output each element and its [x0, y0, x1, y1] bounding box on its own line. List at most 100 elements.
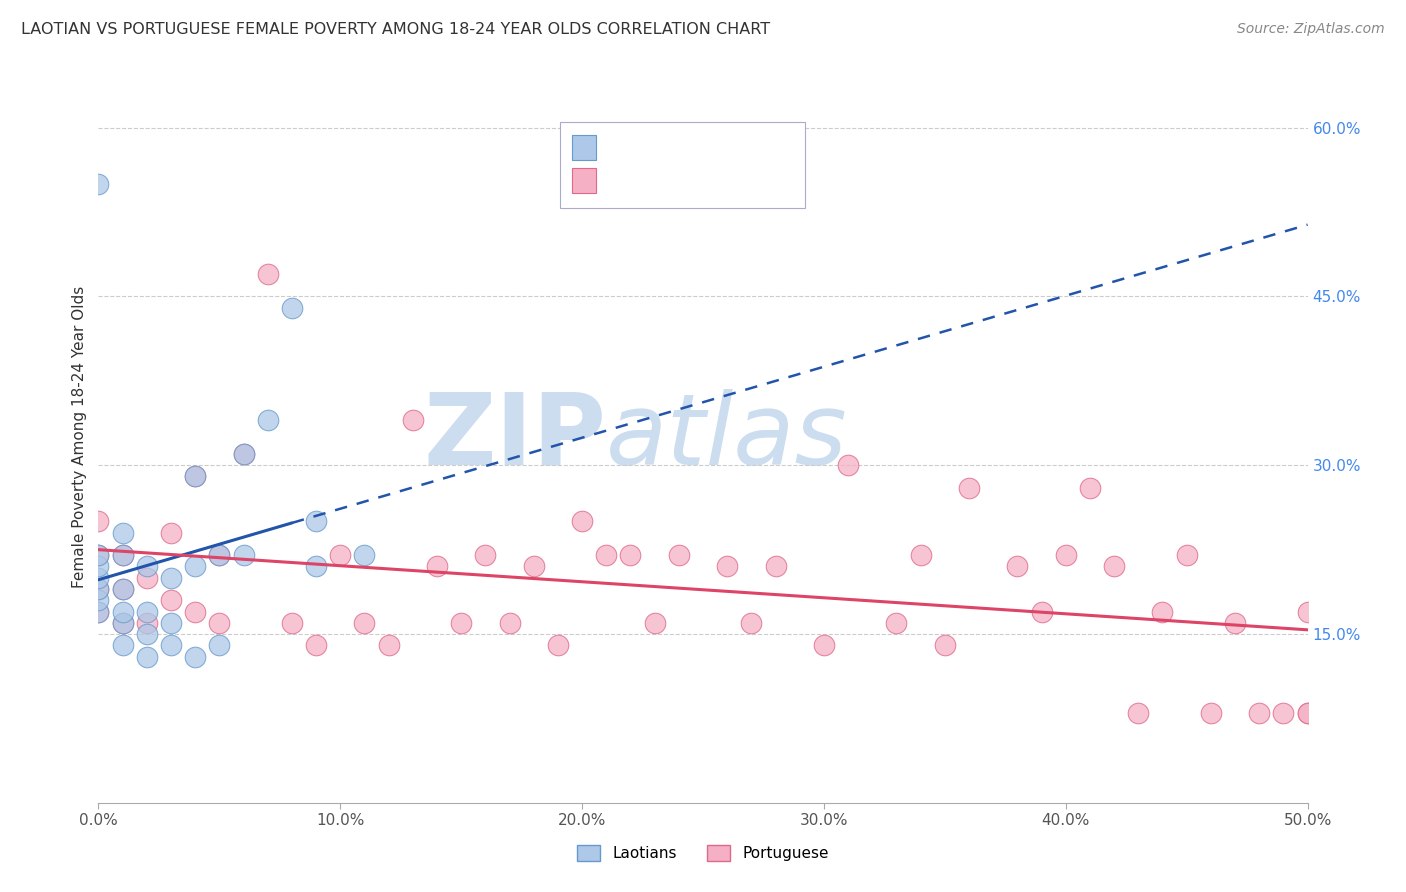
Point: [111, 582, 134, 596]
Text: Source: ZipAtlas.com: Source: ZipAtlas.com: [1237, 22, 1385, 37]
Point: [716, 559, 738, 574]
Point: [619, 548, 641, 562]
Point: [184, 605, 207, 619]
Text: 0.013: 0.013: [650, 138, 696, 156]
Point: [87, 593, 110, 607]
Point: [377, 638, 399, 652]
Point: [87, 582, 110, 596]
Point: [668, 548, 690, 562]
Text: -0.054: -0.054: [650, 171, 702, 189]
Point: [353, 548, 375, 562]
Point: [256, 413, 278, 427]
Point: [160, 615, 183, 630]
Point: [765, 559, 787, 574]
Point: [305, 638, 328, 652]
Point: [1078, 481, 1101, 495]
Text: 58: 58: [755, 171, 775, 189]
Point: [281, 301, 304, 315]
Text: R =: R =: [606, 171, 637, 189]
Point: [910, 548, 932, 562]
Point: [184, 559, 207, 574]
Point: [87, 177, 110, 191]
Y-axis label: Female Poverty Among 18-24 Year Olds: Female Poverty Among 18-24 Year Olds: [72, 286, 87, 588]
Point: [1272, 706, 1295, 720]
Point: [450, 615, 472, 630]
Point: [1007, 559, 1029, 574]
Point: [1128, 706, 1150, 720]
Point: [111, 582, 134, 596]
Point: [644, 615, 666, 630]
Point: [957, 481, 980, 495]
Point: [232, 447, 254, 461]
Point: [1223, 615, 1246, 630]
Point: [87, 605, 110, 619]
Point: [111, 615, 134, 630]
Point: [934, 638, 956, 652]
Point: [135, 649, 157, 664]
Point: [1199, 706, 1222, 720]
Point: [111, 615, 134, 630]
Text: atlas: atlas: [606, 389, 848, 485]
Text: N =: N =: [718, 138, 749, 156]
Point: [184, 469, 207, 483]
Point: [135, 571, 157, 585]
Point: [523, 559, 546, 574]
Point: [1249, 706, 1271, 720]
Point: [1152, 605, 1174, 619]
Point: [160, 571, 183, 585]
Point: [837, 458, 859, 473]
Point: [232, 548, 254, 562]
Point: [1102, 559, 1125, 574]
Point: [1296, 706, 1319, 720]
Text: 32: 32: [755, 138, 776, 156]
Point: [208, 548, 231, 562]
Point: [813, 638, 835, 652]
Point: [87, 571, 110, 585]
Point: [111, 638, 134, 652]
Point: [208, 638, 231, 652]
Point: [1296, 706, 1319, 720]
Point: [256, 267, 278, 281]
Point: [111, 605, 134, 619]
Point: [1031, 605, 1053, 619]
Point: [184, 649, 207, 664]
Point: [160, 638, 183, 652]
Legend: Laotians, Portuguese: Laotians, Portuguese: [576, 845, 830, 861]
Text: LAOTIAN VS PORTUGUESE FEMALE POVERTY AMONG 18-24 YEAR OLDS CORRELATION CHART: LAOTIAN VS PORTUGUESE FEMALE POVERTY AMO…: [21, 22, 770, 37]
Point: [595, 548, 617, 562]
Point: [353, 615, 375, 630]
Point: [305, 515, 328, 529]
Point: [135, 615, 157, 630]
Point: [1296, 605, 1319, 619]
Text: N =: N =: [718, 171, 749, 189]
Point: [402, 413, 425, 427]
Point: [571, 515, 593, 529]
Point: [135, 627, 157, 641]
Point: [111, 548, 134, 562]
Point: [184, 469, 207, 483]
Point: [87, 548, 110, 562]
Point: [135, 559, 157, 574]
Point: [135, 605, 157, 619]
Point: [87, 582, 110, 596]
Point: [232, 447, 254, 461]
Point: [498, 615, 520, 630]
Text: ZIP: ZIP: [423, 389, 606, 485]
Point: [87, 548, 110, 562]
Point: [87, 605, 110, 619]
Point: [1054, 548, 1077, 562]
Point: [208, 615, 231, 630]
Point: [1175, 548, 1198, 562]
Point: [281, 615, 304, 630]
Point: [547, 638, 569, 652]
Point: [740, 615, 762, 630]
Point: [426, 559, 449, 574]
Point: [160, 525, 183, 540]
Point: [329, 548, 352, 562]
Point: [208, 548, 231, 562]
Point: [305, 559, 328, 574]
Point: [474, 548, 496, 562]
Point: [160, 593, 183, 607]
Point: [886, 615, 908, 630]
Text: R =: R =: [606, 138, 637, 156]
